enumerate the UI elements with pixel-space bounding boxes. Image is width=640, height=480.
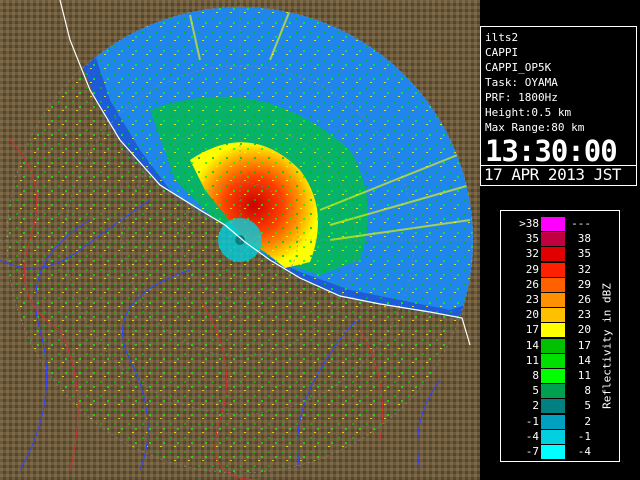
max-range-value: Max Range:80 km (485, 121, 585, 134)
legend-row: 14 17 (505, 338, 595, 353)
legend-row: 26 29 (505, 277, 595, 292)
echo-streaks (189, 9, 471, 241)
observation-time: 13:30:00 (485, 134, 618, 168)
legend-high-value: 14 (577, 353, 591, 367)
legend-row: >38 --- (505, 216, 595, 231)
product-info-panel: ilts2 CAPPI CAPPI_OP5K Task: OYAMA PRF: … (480, 26, 637, 186)
legend-high-value: 11 (577, 369, 591, 382)
legend-high-value: 35 (577, 247, 591, 261)
legend-color-swatch (541, 445, 565, 459)
height-value: Height:0.5 km (485, 106, 572, 119)
legend-high-value: 38 (577, 232, 591, 246)
legend-color-swatch (541, 308, 565, 323)
legend-row: -4 -1 (505, 429, 595, 444)
legend-color-swatch (541, 369, 565, 383)
legend-high-value: 17 (577, 338, 591, 352)
product-id: CAPPI_OP5K (485, 61, 552, 74)
legend-row: 32 35 (505, 246, 595, 262)
legend-color-swatch (541, 247, 565, 262)
legend-row: 35 38 (505, 231, 595, 247)
legend-low-value: 8 (532, 369, 539, 382)
legend-low-value: 35 (525, 232, 539, 246)
legend-row: 23 26 (505, 292, 595, 307)
reflectivity-legend: >38 --- 35 38 32 35 29 32 26 29 23 26 20 23 17 20 14 17 11… (500, 210, 620, 462)
legend-low-value: 14 (525, 338, 539, 352)
radar-map (0, 0, 480, 480)
legend-color-swatch (541, 399, 565, 414)
legend-low-value: 23 (525, 293, 539, 306)
legend-row: 8 11 (505, 368, 595, 383)
site-name: ilts2 (485, 31, 519, 44)
legend-color-swatch (541, 217, 565, 231)
legend-row: 29 32 (505, 262, 595, 277)
task-name: Task: OYAMA (485, 76, 558, 89)
coastline (59, 0, 471, 346)
legend-high-value: 20 (577, 323, 591, 337)
observation-date: 17 APR 2013 JST (481, 165, 636, 184)
legend-color-swatch (541, 338, 565, 353)
legend-low-value: 20 (525, 308, 539, 322)
legend-row: 11 14 (505, 353, 595, 368)
legend-low-value: -4 (525, 429, 539, 443)
legend-row: 20 23 (505, 307, 595, 323)
boundaries (9, 139, 383, 480)
legend-high-value: 2 (584, 414, 591, 428)
legend-high-value: 23 (577, 308, 591, 322)
legend-row: -1 2 (505, 414, 595, 429)
legend-low-value: 17 (525, 323, 539, 337)
legend-low-value: 32 (525, 247, 539, 261)
legend-low-value: >38 (519, 217, 539, 230)
legend-row: 17 20 (505, 322, 595, 338)
legend-high-value: 5 (584, 399, 591, 413)
range-rings (0, 0, 480, 480)
legend-color-swatch (541, 277, 565, 292)
legend-high-value: -4 (577, 445, 591, 458)
legend-low-value: 5 (532, 384, 539, 398)
prf-value: PRF: 1800Hz (485, 91, 558, 104)
legend-color-swatch (541, 384, 565, 399)
legend-high-value: 29 (577, 277, 591, 291)
legend-low-value: 29 (525, 262, 539, 276)
legend-color-swatch (541, 429, 565, 444)
legend-high-value: 32 (577, 262, 591, 276)
legend-low-value: 11 (525, 353, 539, 367)
legend-row: -7 -4 (505, 444, 595, 459)
legend-color-swatch (541, 232, 565, 247)
legend-high-value: --- (571, 217, 591, 230)
legend-low-value: 26 (525, 277, 539, 291)
product-name: CAPPI (485, 46, 519, 59)
legend-color-swatch (541, 293, 565, 307)
legend-low-value: -7 (525, 445, 539, 458)
legend-high-value: 26 (577, 293, 591, 306)
legend-low-value: 2 (532, 399, 539, 413)
legend-low-value: -1 (525, 414, 539, 428)
legend-color-swatch (541, 353, 565, 368)
legend-color-swatch (541, 414, 565, 429)
legend-high-value: 8 (584, 384, 591, 398)
rivers (0, 199, 441, 471)
legend-high-value: -1 (577, 429, 591, 443)
legend-unit-label: Reflectivity in dBZ (600, 283, 614, 409)
legend-color-swatch (541, 262, 565, 277)
legend-color-swatch (541, 323, 565, 338)
